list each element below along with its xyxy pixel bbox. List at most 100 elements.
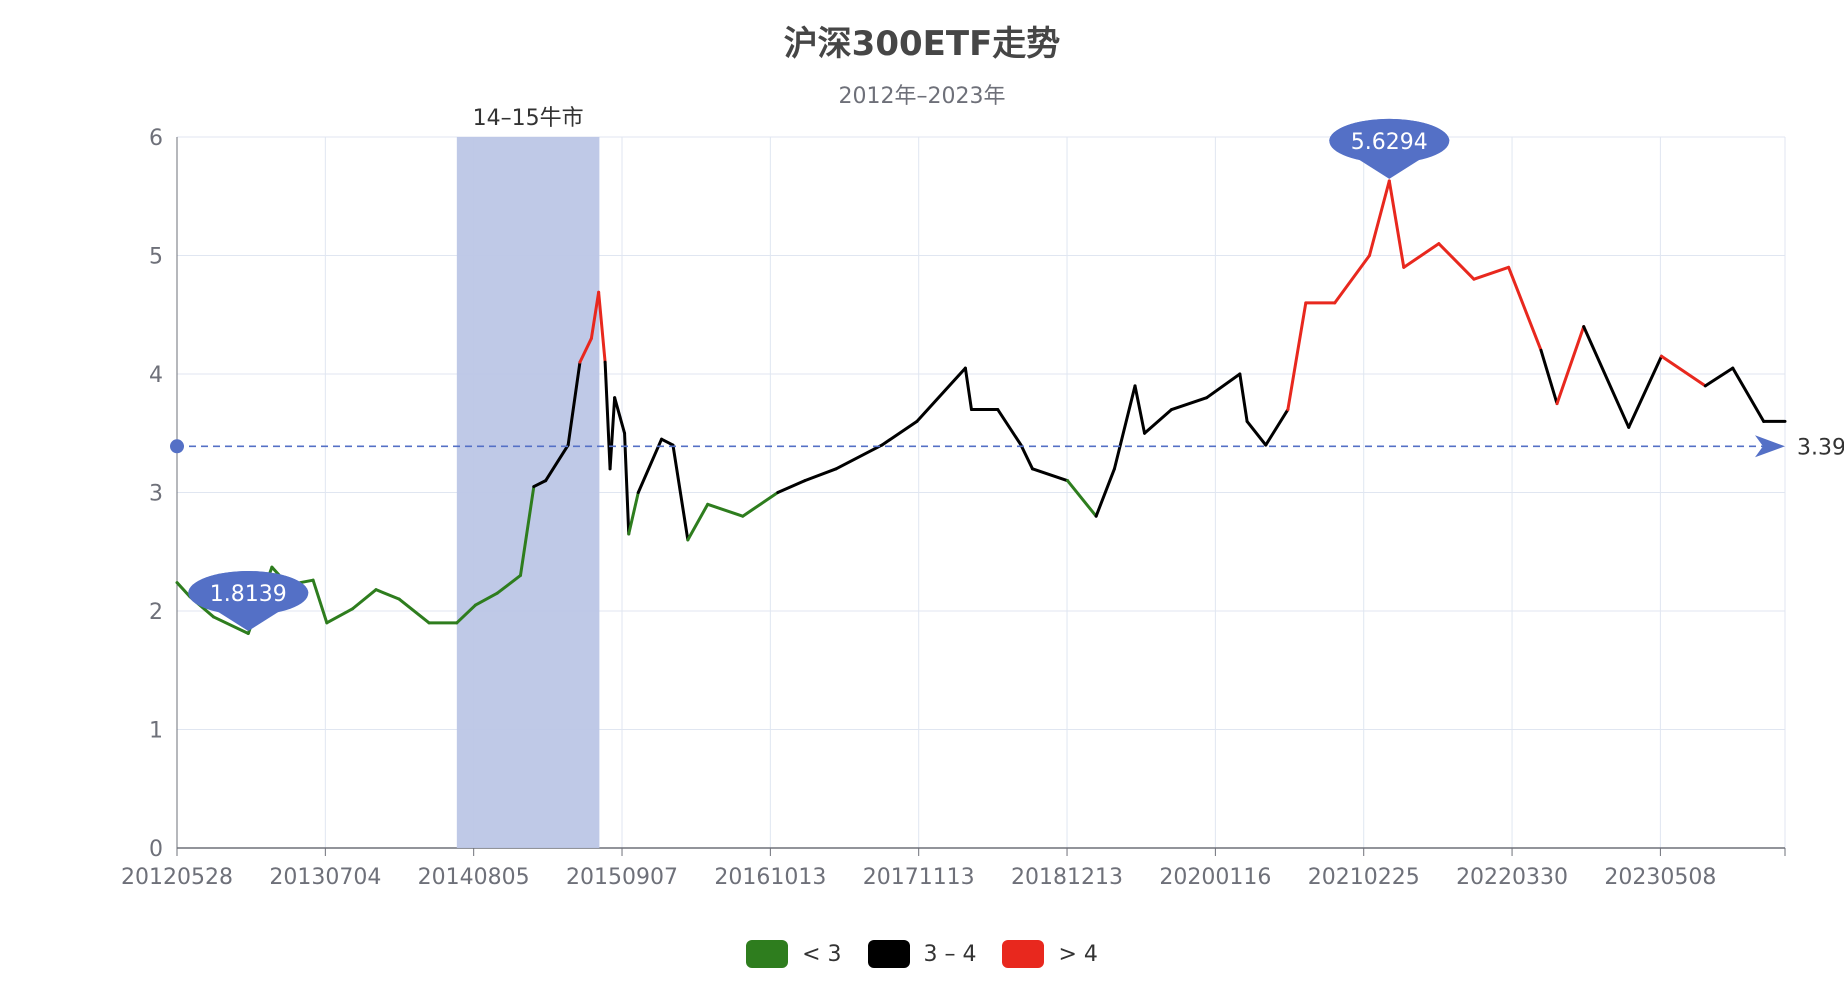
x-tick-label: 20161013 xyxy=(714,865,826,890)
x-tick-label: 20181213 xyxy=(1011,865,1123,890)
series-segment xyxy=(1245,419,1268,447)
series-segment xyxy=(623,431,631,536)
series-segment xyxy=(1333,254,1371,305)
legend-label-mid: 3 – 4 xyxy=(923,941,977,967)
series-segment xyxy=(374,588,401,601)
series-segment xyxy=(660,437,675,447)
series-segment xyxy=(613,396,627,435)
series-segment xyxy=(566,360,582,447)
y-tick-label: 2 xyxy=(149,600,163,625)
series-segment xyxy=(636,437,664,494)
mark-line-label: 3.39 xyxy=(1797,435,1844,460)
series-segment xyxy=(1238,372,1249,423)
max-mark-point-label: 5.6294 xyxy=(1351,130,1428,155)
x-tick-label: 20210225 xyxy=(1308,865,1420,890)
y-tick-label: 0 xyxy=(149,837,163,862)
series-segment xyxy=(1703,366,1735,388)
min-mark-point-label: 1.8139 xyxy=(210,582,287,607)
legend-swatch-high xyxy=(1002,940,1045,968)
series-segment xyxy=(1472,265,1511,281)
series-segment xyxy=(212,615,250,636)
series-segment xyxy=(1507,265,1543,352)
series-segment xyxy=(1264,408,1290,447)
series-segment xyxy=(1066,479,1098,518)
series-segment xyxy=(1555,325,1586,406)
x-tick-label: 20140805 xyxy=(418,865,530,890)
x-tick-label: 20130704 xyxy=(269,865,381,890)
series-segment xyxy=(1659,354,1707,388)
x-tick-label: 20150907 xyxy=(566,865,678,890)
mark-area-bull-market xyxy=(456,137,600,848)
legend-swatch-low xyxy=(746,940,789,968)
series-segment xyxy=(880,419,919,447)
legend: < 3 3 – 4 > 4 xyxy=(0,940,1844,968)
x-tick-label: 20120528 xyxy=(121,865,233,890)
y-tick-label: 3 xyxy=(149,482,163,507)
chart-subtitle: 2012年–2023年 xyxy=(838,84,1006,109)
series-segment xyxy=(1731,366,1766,423)
series-segment xyxy=(311,578,329,625)
series-segment xyxy=(1170,396,1209,412)
legend-item-low[interactable]: < 3 xyxy=(746,940,842,968)
series-segment xyxy=(1019,443,1034,471)
series-segment xyxy=(706,502,745,518)
legend-label-high: > 4 xyxy=(1058,941,1098,967)
series-segment xyxy=(175,581,192,599)
x-tick-label: 20230508 xyxy=(1604,865,1716,890)
series-segment xyxy=(1133,384,1147,435)
series-segment xyxy=(741,491,780,518)
series-segment xyxy=(1367,179,1391,257)
series-segment xyxy=(603,360,612,471)
series-segment xyxy=(1112,384,1137,471)
series-segment xyxy=(608,396,617,471)
legend-item-mid[interactable]: 3 – 4 xyxy=(867,940,977,968)
y-tick-label: 1 xyxy=(149,719,163,744)
series-segment xyxy=(1030,467,1070,483)
series-segment xyxy=(963,366,973,412)
series-segment xyxy=(532,479,548,489)
series-segment xyxy=(803,467,838,483)
mark-point-bubble xyxy=(188,571,309,616)
series-segment xyxy=(1143,408,1174,435)
series-segment xyxy=(351,588,378,611)
series-segment xyxy=(1387,179,1406,269)
y-tick-label: 6 xyxy=(149,126,163,151)
series-segment xyxy=(397,597,431,625)
series-segment xyxy=(1437,242,1476,281)
mark-area-label: 14–15牛市 xyxy=(473,106,584,131)
legend-swatch-mid xyxy=(867,940,910,968)
series-segment xyxy=(776,479,807,494)
series-segment xyxy=(1094,467,1116,518)
series-segment xyxy=(518,485,536,577)
series-segment xyxy=(1286,301,1308,412)
mark-line-arrow xyxy=(1755,435,1785,458)
series-segment xyxy=(834,443,884,471)
series-segment xyxy=(1627,354,1663,429)
series-segment xyxy=(686,502,710,542)
mark-point-bubble xyxy=(1329,118,1450,163)
series-segment xyxy=(1205,372,1242,400)
series-segment xyxy=(589,290,601,340)
y-tick-label: 4 xyxy=(149,363,163,388)
series-segment xyxy=(544,443,570,483)
series-segment xyxy=(1582,325,1631,429)
series-segment xyxy=(597,290,607,364)
series-segment xyxy=(671,443,690,542)
series-segment xyxy=(996,408,1023,447)
series-segment xyxy=(455,603,477,625)
series-segment xyxy=(1402,242,1441,269)
series-segment xyxy=(473,591,499,607)
legend-label-low: < 3 xyxy=(802,941,842,967)
series-segment xyxy=(915,366,967,423)
x-tick-label: 20220330 xyxy=(1456,865,1568,890)
legend-item-high[interactable]: > 4 xyxy=(1002,940,1098,968)
series-segment xyxy=(325,607,355,625)
series-segment xyxy=(627,491,640,536)
y-tick-label: 5 xyxy=(149,245,163,270)
series-segment xyxy=(1539,348,1559,406)
chart-title: 沪深300ETF走势 xyxy=(783,24,1061,64)
x-tick-label: 20171113 xyxy=(863,865,975,890)
x-tick-label: 20200116 xyxy=(1159,865,1271,890)
series-segment xyxy=(495,573,522,595)
